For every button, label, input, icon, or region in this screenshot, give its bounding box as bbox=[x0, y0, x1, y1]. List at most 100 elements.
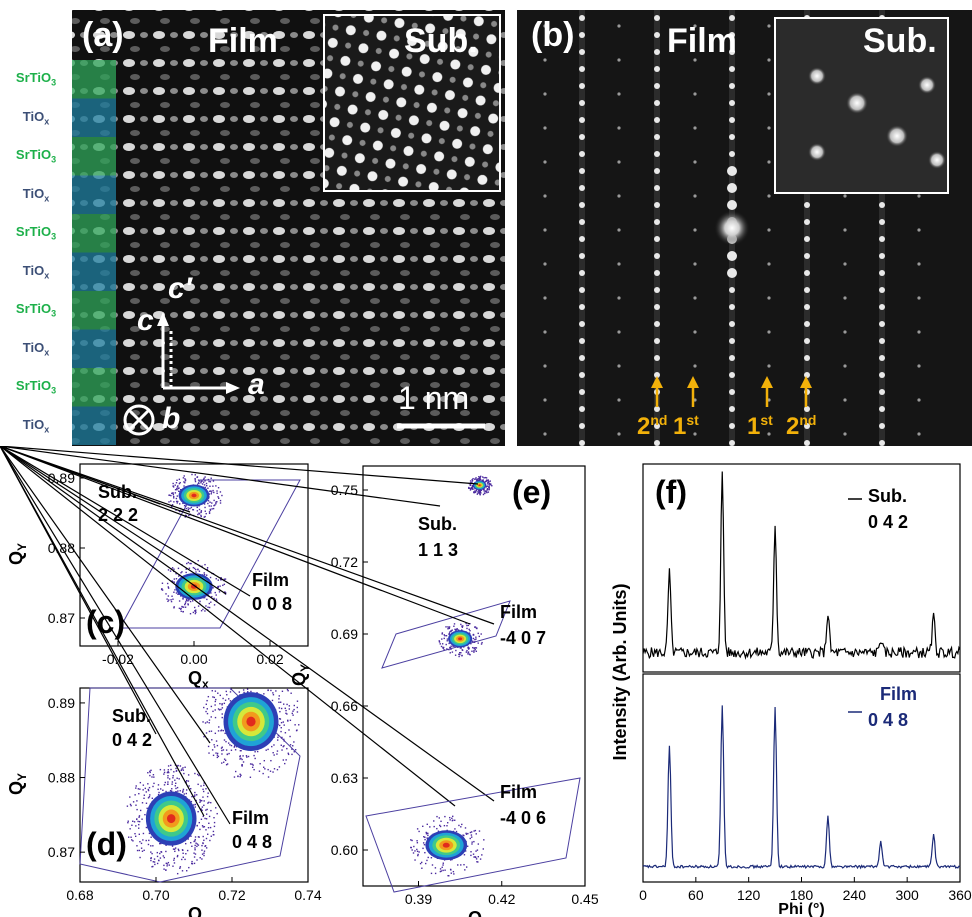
rsm-dot bbox=[156, 855, 159, 858]
chart-e: 0.39 0.42 0.45 0.60 0.63 0.66 0.69 0.72 0.75 Qx QY bbox=[0, 446, 599, 917]
scale-bar-label: 1 nm bbox=[398, 380, 470, 416]
fft-spot bbox=[654, 66, 660, 72]
fft-streak bbox=[804, 10, 810, 446]
rsm-dot bbox=[416, 848, 418, 851]
rsm-dot bbox=[267, 689, 269, 691]
rsm-dot bbox=[162, 855, 165, 857]
rsm-dot bbox=[453, 873, 455, 875]
rsm-dot bbox=[277, 734, 280, 737]
fft-spot bbox=[654, 134, 660, 140]
fft-satellite-spot bbox=[767, 24, 771, 28]
rsm-dot bbox=[212, 489, 214, 492]
rsm-dot bbox=[205, 482, 208, 485]
fft-spot bbox=[729, 287, 735, 293]
rsm-dot bbox=[172, 580, 174, 583]
scan-area-outline bbox=[381, 600, 511, 669]
rsm-dot bbox=[202, 608, 204, 611]
rsm-dot bbox=[138, 820, 141, 823]
rsm-dot bbox=[416, 850, 419, 853]
rsm-dot bbox=[184, 480, 187, 482]
rsm-dot bbox=[215, 698, 217, 701]
rsm-dot bbox=[279, 710, 281, 713]
rsm-dot bbox=[298, 724, 300, 726]
rsm-dot bbox=[471, 481, 473, 483]
fft-spot bbox=[879, 202, 885, 208]
rsm-dot bbox=[444, 634, 446, 637]
rsm-dot bbox=[281, 736, 283, 739]
fft-satellite-spot bbox=[767, 262, 771, 266]
fft-spot bbox=[879, 253, 885, 259]
rsm-dot bbox=[296, 706, 298, 709]
rsm-dot bbox=[486, 485, 488, 487]
rsm-dot bbox=[194, 474, 196, 476]
rsm-dot bbox=[199, 828, 201, 831]
chart-f: 0 60 120 180 240 300 360 Phi (°) Intensity (Arb.… bbox=[610, 463, 972, 917]
rsm-dot bbox=[457, 646, 459, 648]
rsm-dot bbox=[139, 856, 141, 859]
rsm-dot bbox=[174, 785, 177, 787]
rsm-dot bbox=[416, 828, 419, 830]
rsm-dot bbox=[176, 786, 179, 789]
fft-satellite-spot bbox=[617, 296, 621, 300]
rsm-dot bbox=[294, 748, 297, 751]
rsm-dot bbox=[129, 803, 132, 806]
fft-spot bbox=[804, 372, 810, 378]
rsm-dot bbox=[462, 834, 464, 836]
e-panel-label: (e) bbox=[512, 474, 552, 510]
layer-bands bbox=[72, 60, 116, 445]
rsm-dot bbox=[192, 566, 195, 569]
fft-spot bbox=[579, 151, 585, 157]
rsm-dot bbox=[159, 768, 162, 771]
fft-spot bbox=[579, 440, 585, 446]
rsm-dot bbox=[288, 708, 291, 710]
rsm-dot bbox=[141, 802, 144, 804]
rsm-dot bbox=[168, 864, 170, 866]
rsm-dot bbox=[207, 478, 210, 481]
fft-spot bbox=[729, 66, 735, 72]
fft-satellite-spot bbox=[543, 330, 547, 334]
rsm-dot bbox=[202, 478, 205, 481]
rsm-dot bbox=[287, 753, 290, 756]
rsm-dot bbox=[200, 480, 202, 483]
rsm-dot bbox=[470, 854, 472, 857]
rsm-dot bbox=[215, 578, 217, 580]
fft-spot bbox=[579, 117, 585, 123]
rsm-dot bbox=[217, 496, 219, 498]
rsm-dot bbox=[483, 488, 485, 491]
rsm-dot bbox=[167, 600, 169, 603]
rsm-dot bbox=[480, 643, 483, 645]
rsm-dot bbox=[414, 859, 416, 861]
rsm-dot bbox=[203, 782, 205, 784]
rsm-dot bbox=[194, 803, 197, 806]
rsm-dot bbox=[174, 492, 177, 494]
fft-satellite-spot bbox=[543, 296, 547, 300]
rsm-dot bbox=[162, 789, 164, 791]
rsm-contour bbox=[478, 484, 481, 486]
rsm-dot bbox=[212, 480, 215, 482]
rsm-dot bbox=[273, 768, 276, 770]
rsm-dot bbox=[148, 796, 151, 798]
rsm-dot bbox=[474, 478, 476, 480]
rsm-dot bbox=[210, 491, 213, 493]
rsm-dot bbox=[163, 769, 166, 771]
rsm-dot bbox=[471, 843, 473, 845]
rsm-dot bbox=[193, 852, 195, 854]
rsm-dot bbox=[478, 479, 481, 481]
rsm-dot bbox=[239, 775, 241, 778]
rsm-dot bbox=[196, 476, 199, 478]
rsm-dot bbox=[450, 645, 452, 647]
fft-satellite-spot bbox=[917, 262, 921, 266]
fft-satellite-spot bbox=[767, 126, 771, 130]
rsm-dot bbox=[211, 595, 213, 598]
rsm-dot bbox=[223, 702, 226, 705]
rsm-dot bbox=[445, 635, 448, 637]
rsm-dot bbox=[487, 481, 490, 484]
rsm-dot bbox=[223, 739, 226, 741]
rsm-dot bbox=[179, 481, 181, 484]
x-tick-label: 0.45 bbox=[571, 891, 598, 907]
rsm-dot bbox=[176, 488, 178, 491]
rsm-dot bbox=[160, 851, 163, 853]
rsm-dot bbox=[468, 487, 471, 489]
rsm-dot bbox=[218, 591, 221, 593]
rsm-dot bbox=[476, 861, 478, 863]
